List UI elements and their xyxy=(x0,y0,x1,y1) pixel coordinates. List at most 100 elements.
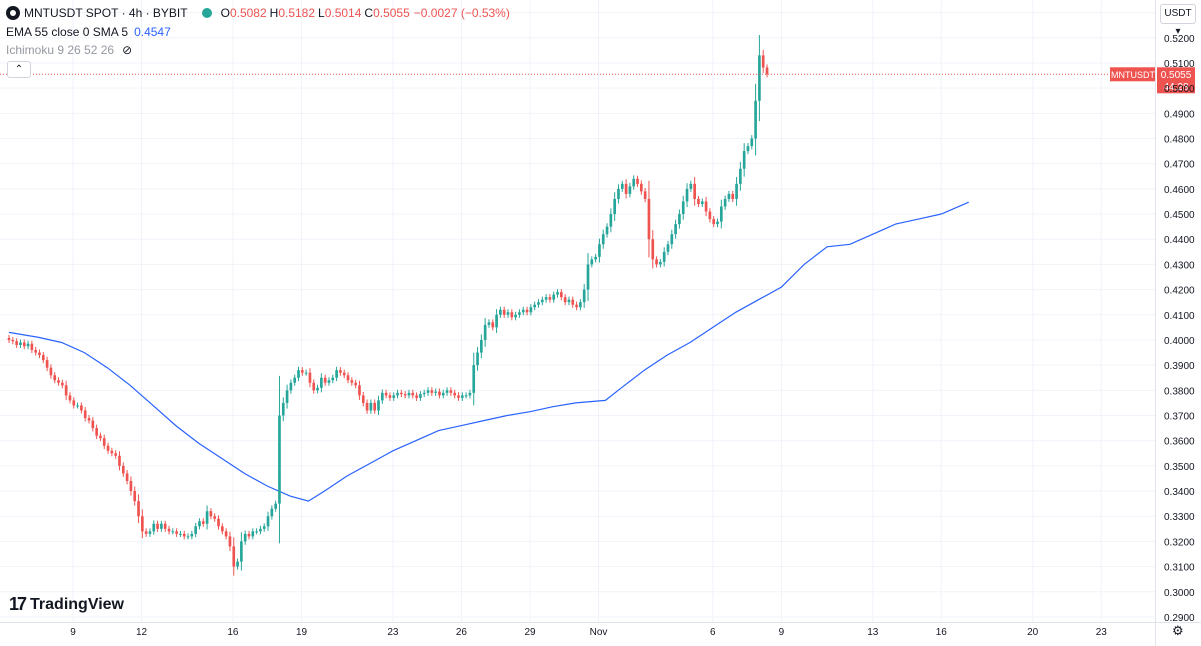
candle-body xyxy=(297,370,300,378)
candle-body xyxy=(232,546,236,567)
ema-line-layer xyxy=(8,201,969,502)
candle xyxy=(186,533,190,540)
candle xyxy=(190,530,194,540)
ema-indicator-label[interactable]: EMA 55 close 0 SMA 5 xyxy=(6,25,129,39)
candle-body xyxy=(666,244,670,252)
candle-body xyxy=(102,438,106,446)
candle xyxy=(91,417,95,432)
candle-body xyxy=(521,309,525,313)
candle-body xyxy=(438,391,441,396)
candle-body xyxy=(472,365,476,393)
eye-crossed-icon[interactable]: ⊘ xyxy=(122,43,133,57)
candle xyxy=(400,389,403,398)
currency-button[interactable]: USDT ▾ xyxy=(1160,4,1196,37)
candle xyxy=(293,374,297,386)
candle-body xyxy=(236,561,239,567)
ohlc-key: O xyxy=(220,6,230,20)
candle-body xyxy=(727,193,731,199)
candle-body xyxy=(700,201,704,204)
candle-body xyxy=(201,521,205,524)
ohlc-key: L xyxy=(318,6,325,20)
candle xyxy=(434,388,437,396)
candle xyxy=(506,309,510,318)
candle xyxy=(659,258,662,268)
y-tick-label: 0.2900 xyxy=(1164,613,1195,624)
candle-body xyxy=(681,201,685,215)
y-tick-label: 0.3600 xyxy=(1164,437,1195,448)
ohlc-value: 0.5014 xyxy=(324,6,362,20)
gear-icon[interactable]: ⚙ xyxy=(1172,623,1184,638)
candle-body xyxy=(68,395,72,401)
candle-body xyxy=(716,221,719,225)
candle-body xyxy=(464,395,468,397)
candle xyxy=(316,384,319,394)
candle-body xyxy=(175,531,178,534)
candle-body xyxy=(30,343,34,351)
candle xyxy=(438,388,441,399)
candle xyxy=(521,306,525,316)
candle xyxy=(350,377,354,386)
symbol-tag: MNTUSDT xyxy=(1111,70,1155,80)
candle-body xyxy=(87,418,91,421)
candle-body xyxy=(495,314,498,328)
candle xyxy=(114,450,118,459)
candle xyxy=(499,306,502,318)
candle xyxy=(41,352,45,364)
candle-body xyxy=(601,234,605,245)
candle-body xyxy=(141,516,144,532)
candle-body xyxy=(563,297,567,303)
candle-body xyxy=(594,256,597,260)
candle-body xyxy=(411,392,415,396)
candle-body xyxy=(251,531,255,537)
candle xyxy=(468,389,472,399)
candle xyxy=(365,399,369,414)
candle-body xyxy=(518,312,521,315)
candle xyxy=(662,247,666,267)
x-tick-label: 26 xyxy=(456,627,468,638)
candle xyxy=(605,223,609,238)
candle xyxy=(297,366,300,382)
candle xyxy=(643,187,647,203)
ichimoku-indicator-label[interactable]: Ichimoku 9 26 52 26 xyxy=(6,43,115,57)
candle-body xyxy=(53,375,57,381)
x-tick-label: 23 xyxy=(1096,627,1108,638)
candle-body xyxy=(613,198,616,215)
candle xyxy=(61,379,64,389)
candle xyxy=(76,402,79,409)
candle xyxy=(651,230,655,269)
candle-body xyxy=(167,528,171,532)
candle xyxy=(72,397,76,409)
candle xyxy=(617,184,620,204)
candle-body xyxy=(64,385,68,396)
candle xyxy=(586,253,590,301)
candle-body xyxy=(110,450,114,454)
candle-body xyxy=(228,536,232,547)
candle xyxy=(457,392,460,401)
x-tick-label: 23 xyxy=(387,627,399,638)
candle-body xyxy=(419,394,422,398)
collapse-legend-button[interactable]: ⌃ xyxy=(7,61,31,78)
candle xyxy=(160,520,163,532)
candle xyxy=(510,309,514,321)
candle-body xyxy=(95,428,98,436)
candle-body xyxy=(361,395,365,403)
y-tick-label: 0.5000 xyxy=(1164,84,1195,95)
candle-body xyxy=(327,380,331,383)
y-tick-label: 0.3100 xyxy=(1164,563,1195,574)
candle xyxy=(266,511,270,531)
candle xyxy=(373,399,377,414)
candle-body xyxy=(247,533,251,537)
candle-body xyxy=(468,392,472,396)
ema-line xyxy=(8,201,969,502)
candle-body xyxy=(377,400,380,411)
y-tick-label: 0.3700 xyxy=(1164,412,1195,423)
candle-body xyxy=(182,533,186,537)
candle-body xyxy=(560,292,563,298)
candle-body xyxy=(502,309,506,315)
legend-ema-row: EMA 55 close 0 SMA 5 0.4547 xyxy=(6,25,171,39)
candle-body xyxy=(510,312,514,318)
candle xyxy=(259,525,262,535)
candle-body xyxy=(647,198,651,240)
symbol-title[interactable]: MNTUSDT SPOT · 4h · BYBIT xyxy=(24,6,188,20)
